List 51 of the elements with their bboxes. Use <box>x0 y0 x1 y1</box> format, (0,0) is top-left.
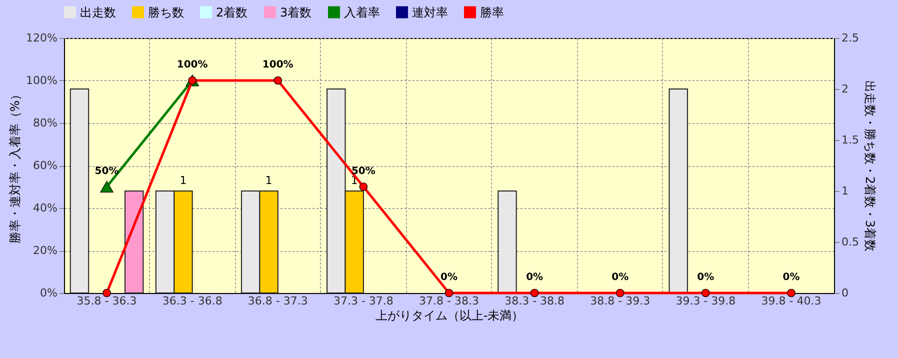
data-label: 0% <box>612 272 629 283</box>
y2-tick-label: 0 <box>842 286 848 300</box>
legend-label: 勝率 <box>480 5 504 20</box>
point <box>616 288 624 298</box>
y-tick-label: 0% <box>40 286 58 300</box>
legend-label: 2着数 <box>216 5 248 20</box>
point <box>530 288 539 298</box>
data-label: 0% <box>440 272 458 283</box>
y-tick-label: 120% <box>26 32 58 44</box>
y-tick-label: 20% <box>33 244 58 257</box>
x-tick-label: 35.8 - 36.3 <box>76 294 137 308</box>
x-tick-label: 38.8 - 39.3 <box>590 294 650 308</box>
data-label: 0% <box>526 272 544 283</box>
point <box>359 182 368 191</box>
legend-label: 入着率 <box>344 5 380 20</box>
data-label: 50% <box>94 166 119 177</box>
y-tick-label: 60% <box>33 159 58 172</box>
point <box>444 288 454 298</box>
y-tick-label: 80% <box>33 116 58 130</box>
x-tick-label: 39.8 - 40.3 <box>761 294 822 308</box>
legend-label: 3着数 <box>280 5 312 20</box>
legend-label: 出走数 <box>80 5 116 20</box>
x-tick-label: 39.3 - 39.8 <box>676 294 736 308</box>
data-label: 1 <box>265 174 272 187</box>
x-tick-label: 36.8 - 37.3 <box>248 294 308 308</box>
y-tick-label: 100% <box>26 74 58 87</box>
y2-tick-label: 1 <box>842 184 848 198</box>
y2-tick-label: 2 <box>842 82 848 96</box>
y2-tick-label: 0.5 <box>842 236 859 248</box>
y2-axis-title: 出走数・勝ち数・2着数・3着数 <box>862 80 877 252</box>
data-label: 100% <box>176 60 208 70</box>
data-label: 0% <box>782 272 800 283</box>
x-tick-label: 36.3 - 36.8 <box>162 294 222 308</box>
data-label: 0% <box>697 272 714 283</box>
point <box>102 288 111 298</box>
x-tick-label: 38.3 - 38.8 <box>504 294 565 308</box>
point <box>274 76 282 85</box>
legend-label: 連対率 <box>412 5 448 20</box>
y-tick-label: 40% <box>33 202 58 214</box>
legend-label: 勝ち数 <box>148 5 184 20</box>
y2-tick-label: 2.5 <box>842 32 859 44</box>
y-axis-title: 勝率・連対率・入着率（%） <box>8 88 22 244</box>
point <box>787 288 796 298</box>
x-tick-label: 37.8 - 38.3 <box>419 294 479 308</box>
x-tick-label: 37.3 - 37.8 <box>333 294 394 308</box>
data-label: 100% <box>262 60 294 70</box>
data-label: 1 <box>180 174 187 187</box>
x-axis-title: 上がりタイム（以上-未満） <box>375 308 524 322</box>
point <box>701 288 710 298</box>
y2-tick-label: 1.5 <box>842 134 859 146</box>
data-label: 50% <box>351 166 376 177</box>
